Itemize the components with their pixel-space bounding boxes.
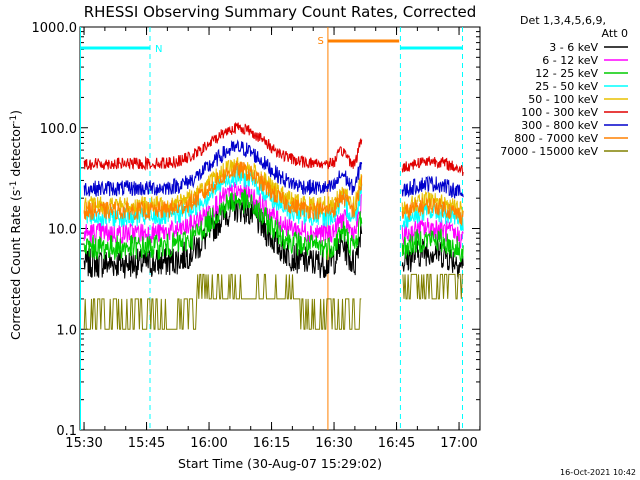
y-tick-label: 0.1 <box>56 424 77 439</box>
x-axis-label: Start Time (30-Aug-07 15:29:02) <box>178 456 382 471</box>
timestamp: 16-Oct-2021 10:42 <box>560 468 636 477</box>
x-tick-label: 16:45 <box>378 436 415 451</box>
series-line <box>83 139 464 199</box>
y-tick-label: 10.0 <box>48 223 77 238</box>
legend-label: 100 - 300 keV <box>521 106 598 119</box>
legend-label: 7000 - 15000 keV <box>500 145 598 158</box>
legend-label: 800 - 7000 keV <box>514 132 598 145</box>
series-line <box>83 161 464 227</box>
series-line <box>83 121 464 176</box>
legend-label: 6 - 12 keV <box>542 54 598 67</box>
legend-label: 12 - 25 keV <box>535 67 598 80</box>
legend-label: 3 - 6 keV <box>549 41 598 54</box>
y-tick-label: 1.0 <box>56 323 77 338</box>
plot-area: 1000.0 100.0 10.0 1.0 0.115:30 15:45 16:00 16:1… <box>32 21 481 451</box>
legend-label: 25 - 50 keV <box>535 80 598 93</box>
series-line <box>83 189 464 263</box>
legend-header-line2: Att 0 <box>602 27 628 40</box>
x-tick-label: 15:45 <box>128 436 165 451</box>
saa-flag-label: S <box>318 36 324 47</box>
y-axis-label: Corrected Count Rate (s-1 detector-1) <box>8 110 23 340</box>
x-tick-label: 17:00 <box>440 436 477 451</box>
x-tick-label: 16:30 <box>315 436 352 451</box>
x-tick-label: 16:00 <box>190 436 227 451</box>
y-tick-label: 100.0 <box>40 122 77 137</box>
x-tick-label: 16:15 <box>253 436 290 451</box>
legend-label: 300 - 800 keV <box>521 119 598 132</box>
series-line <box>83 182 464 250</box>
y-tick-label: 1000.0 <box>32 21 78 36</box>
series-line <box>83 273 464 330</box>
legend-header-line1: Det 1,3,4,5,6,9, <box>520 14 606 27</box>
night-flag-label: N <box>155 44 162 55</box>
chart-title: RHESSI Observing Summary Count Rates, Co… <box>84 3 477 21</box>
x-tick-label: 15:30 <box>65 436 102 451</box>
legend-label: 50 - 100 keV <box>528 93 598 106</box>
